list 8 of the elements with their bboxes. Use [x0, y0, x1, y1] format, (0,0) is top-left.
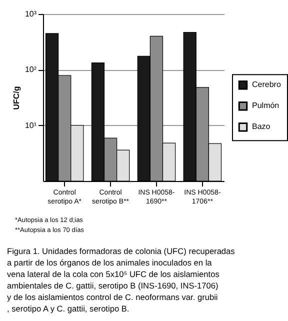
text: Figura 1. Unidades formadoras de colonia (UFC) recuperadas a partir de los órganos de los animales inoculados en la vena lateral de la cola con 5x10⁵ UFC de los aislamientos ambientales de C. gattii, serotipo B (INS-1690, INS-1706) y de los aislamientos control de C. neoformans var. grubii , serotipo A y C. gattii, serotipo B. [7, 246, 235, 314]
legend-label: Cerebro [252, 80, 282, 90]
y-axis-title: UFC/g [12, 86, 21, 110]
legend-label: Bazo [252, 122, 271, 132]
y-tick-label: 10³ [24, 10, 37, 18]
y-tick-label: 10² [24, 65, 37, 74]
legend-label: Pulmón [252, 101, 280, 110]
y-tick-label: 10¹ [24, 120, 37, 130]
